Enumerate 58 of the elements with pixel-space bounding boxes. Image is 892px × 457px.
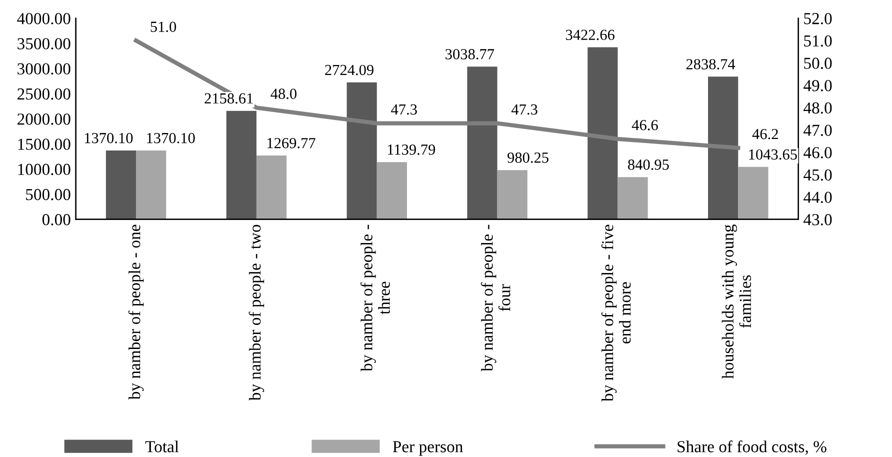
data-label: 2158.61 xyxy=(204,93,253,104)
bar xyxy=(226,110,256,220)
y-tick-label: 3000.00 xyxy=(18,63,70,75)
y-tick-label: 500.00 xyxy=(26,188,70,200)
legend-label: Total xyxy=(145,440,179,452)
legend-label: Per person xyxy=(392,441,463,456)
data-label: 1139.79 xyxy=(388,144,436,155)
data-label: 980.25 xyxy=(508,152,548,163)
x-tick-label: households with young families xyxy=(722,224,752,379)
x-tick-label: by namber of people - two xyxy=(248,224,264,401)
y2-tick-label: 49.0 xyxy=(804,80,832,92)
bar xyxy=(376,162,407,220)
y-tick-label: 2500.00 xyxy=(18,88,70,100)
data-label: 3038.77 xyxy=(446,49,494,60)
data-label: 3422.66 xyxy=(566,30,614,40)
data-label: 1269.77 xyxy=(268,138,316,148)
y2-tick-label: 50.0 xyxy=(804,58,832,69)
y2-tick-label: 47.0 xyxy=(804,124,832,136)
y-tick-label: 0.00 xyxy=(42,214,70,226)
data-label: 48.0 xyxy=(270,88,296,100)
y-tick-label: 2000.00 xyxy=(18,114,70,125)
bar xyxy=(256,156,287,220)
data-label: 2724.09 xyxy=(325,64,374,76)
bar xyxy=(106,150,136,220)
y2-tick-label: 43.0 xyxy=(804,214,832,226)
data-label: 840.95 xyxy=(628,160,669,170)
y2-tick-label: 52.0 xyxy=(804,12,832,24)
bar xyxy=(738,166,768,220)
y-tick-label: 1500.00 xyxy=(18,138,70,150)
y-tick-label: 1000.00 xyxy=(18,164,70,176)
data-label: 1370.10 xyxy=(84,132,133,144)
y2-tick-label: 48.0 xyxy=(804,102,832,114)
y-tick-label: 4000.00 xyxy=(17,12,70,24)
data-label: 2838.74 xyxy=(686,59,736,70)
data-label: 51.0 xyxy=(150,22,176,32)
data-label: 47.3 xyxy=(511,104,538,115)
bar xyxy=(346,82,377,220)
x-tick-label: by namber of people - five end more xyxy=(601,224,631,402)
bar xyxy=(588,47,618,220)
data-label: 1370.10 xyxy=(147,132,195,144)
data-label: 46.2 xyxy=(752,128,778,140)
data-label: 46.6 xyxy=(632,120,658,130)
data-label: 1043.65 xyxy=(749,149,797,160)
x-tick-label: by namber of people - one xyxy=(128,224,144,400)
bar xyxy=(708,76,738,220)
data-label: 47.3 xyxy=(391,104,417,115)
y2-tick-label: 46.0 xyxy=(804,147,832,158)
bar xyxy=(497,170,528,220)
bar xyxy=(618,177,648,220)
bar xyxy=(467,66,498,220)
y2-tick-label: 44.0 xyxy=(804,192,832,204)
y2-tick-label: 45.0 xyxy=(804,169,832,181)
y2-tick-label: 51.0 xyxy=(804,35,832,47)
x-tick-label: by namber of people - three xyxy=(360,224,390,372)
x-tick-label: by namber of people - four xyxy=(480,224,510,372)
legend-label: Share of food costs, % xyxy=(678,440,826,455)
y-tick-label: 3500.00 xyxy=(18,38,70,50)
bar xyxy=(136,150,166,220)
